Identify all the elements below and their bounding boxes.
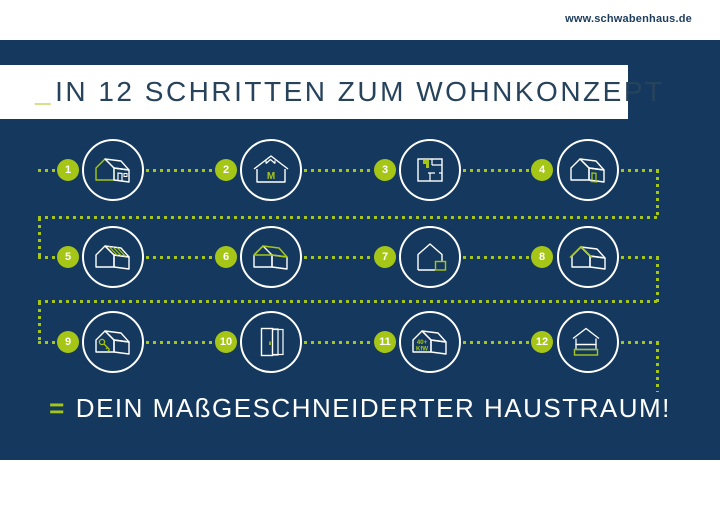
result-text: DEIN MAßGESCHNEIDERTER HAUSTRAUM! — [75, 393, 671, 423]
dash-segment — [621, 168, 659, 172]
floor-plan-highlight — [423, 160, 429, 168]
page-title: IN 12 SCHRITTEN ZUM WOHNKONZEPT — [55, 76, 665, 107]
step-8-circle — [557, 226, 619, 288]
step-6-circle — [240, 226, 302, 288]
dash-segment — [463, 255, 531, 259]
step-1-badge: 1 — [57, 159, 79, 181]
step-5-circle — [82, 226, 144, 288]
floor-plan-icon — [417, 158, 443, 182]
step-7-badge: 7 — [374, 246, 396, 268]
house-green-foundation-icon — [572, 327, 600, 356]
step-9-circle — [82, 311, 144, 373]
dash-segment — [146, 255, 214, 259]
dash-segment — [146, 340, 214, 344]
dash-segment — [38, 218, 41, 259]
step-12-circle — [557, 311, 619, 373]
step-7-circle — [399, 226, 461, 288]
dash-segment — [463, 168, 531, 172]
house-green-gable-edge-icon — [569, 245, 606, 270]
footer: STARKE HÄUSER. SEIT 1966. Schwabenhaus — [0, 460, 720, 530]
dash-segment — [656, 170, 659, 219]
house-3d-green-gable-icon — [95, 158, 130, 183]
house-green-roof-icon — [253, 245, 288, 270]
house-green-door-icon — [570, 158, 605, 183]
title-underscore: _ — [35, 76, 54, 107]
dash-segment — [38, 302, 41, 344]
step-10-badge: 10 — [215, 331, 237, 353]
dash-segment — [463, 340, 531, 344]
step-4-circle — [557, 139, 619, 201]
step-1-circle — [82, 139, 144, 201]
step-11-badge: 11 — [374, 331, 396, 353]
dash-segment — [656, 342, 659, 392]
kfw-label-line2: KfW — [416, 347, 428, 353]
step-9-badge: 9 — [57, 331, 79, 353]
dash-segment — [38, 255, 57, 259]
dash-segment — [38, 168, 57, 172]
dash-segment — [146, 168, 214, 172]
kfw-label-line1: 40+ — [417, 340, 428, 346]
step-8-badge: 8 — [531, 246, 553, 268]
step-11-circle: 40+ KfW — [399, 311, 461, 373]
result-line: = DEIN MAßGESCHNEIDERTER HAUSTRAUM! — [0, 393, 720, 424]
step-5-badge: 5 — [57, 246, 79, 268]
dash-segment — [656, 257, 659, 304]
step-2-badge: 2 — [215, 159, 237, 181]
house-striped-roof-icon — [95, 245, 130, 270]
doors-icon — [260, 327, 284, 357]
dash-segment — [304, 340, 373, 344]
musterhaus-m-label: M — [267, 171, 275, 182]
dash-segment — [38, 300, 659, 303]
step-4-badge: 4 — [531, 159, 553, 181]
step-6-badge: 6 — [215, 246, 237, 268]
step-10-circle — [240, 311, 302, 373]
dash-segment — [621, 340, 659, 344]
title-band: _ IN 12 SCHRITTEN ZUM WOHNKONZEPT — [0, 65, 662, 119]
result-equals: = — [49, 393, 66, 423]
step-3-circle — [399, 139, 461, 201]
dash-segment — [38, 216, 659, 219]
website-url: www.schwabenhaus.de — [565, 13, 692, 25]
dash-segment — [304, 255, 373, 259]
dash-segment — [304, 168, 373, 172]
dash-segment — [621, 255, 659, 259]
house-annex-square-icon — [417, 243, 447, 271]
house-kfw-icon: 40+ KfW — [412, 330, 447, 355]
top-bar: www.schwabenhaus.de — [0, 0, 720, 40]
step-12-badge: 12 — [531, 331, 553, 353]
step-3-badge: 3 — [374, 159, 396, 181]
dash-segment — [38, 340, 57, 344]
musterhaus-m-icon: M — [253, 155, 289, 183]
step-2-circle: M — [240, 139, 302, 201]
house-key-icon — [95, 330, 130, 355]
